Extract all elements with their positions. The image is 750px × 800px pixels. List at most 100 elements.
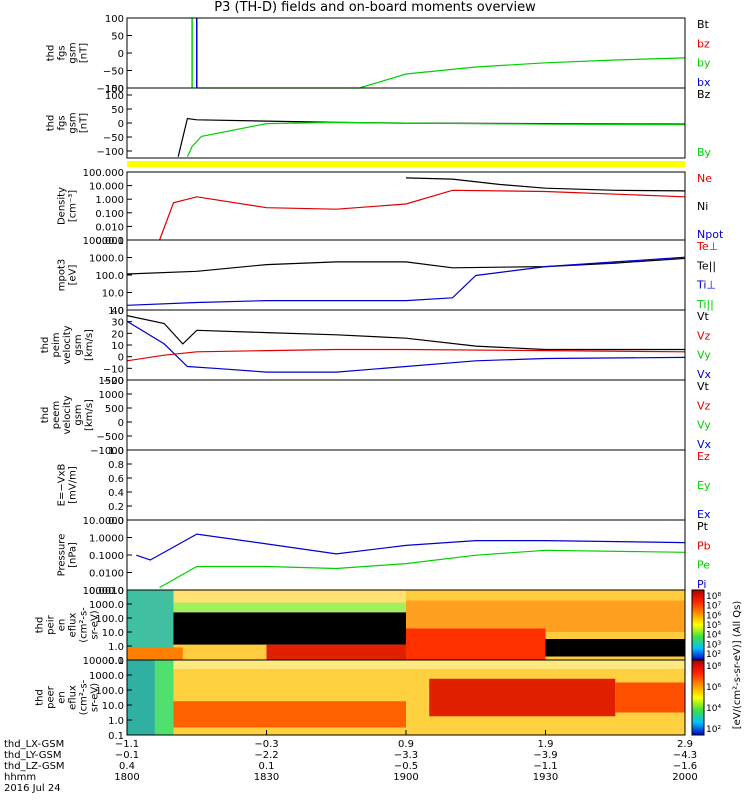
pressure-series-Pe [159,549,686,589]
peir-ylabel-line: (cm²-s- [79,607,90,643]
peem-ylabel-line: [km/s] [84,399,95,431]
efield-legend-Ez: Ez [697,450,710,463]
text-layer: 100500−50−100thdfgsgsm[nT]Btbzbybx100500… [35,14,724,742]
peir-ytick: 1.0 [108,642,124,653]
efield-ytick: 0.8 [108,460,124,471]
fgs2-ytick: 50 [111,105,124,116]
peer-spectrum-block [429,678,616,717]
peem-ytick: 0 [118,418,124,429]
density-ytick: 100.000 [83,168,124,179]
peir-ytick: 1000.0 [89,600,124,611]
pressure-ytick: 0.1000 [89,551,124,562]
fgs-ytick: 0 [118,49,124,60]
peem-ytick: 1000 [99,390,124,401]
peer-ytick: 0.1 [108,731,124,742]
x-tick-value: 0.9 [398,739,414,750]
peir-spectrogram [127,590,685,660]
temp-legend-Te⊥: Te⊥ [696,240,718,253]
peem-ytick: −500 [97,432,124,443]
peir-ylabel-line: sr-eV) [90,610,101,639]
fgs2-ytick: −50 [103,133,124,144]
peir-colorbar-tick: 10⁵ [706,621,721,631]
x-row-label: hhmm [4,772,36,783]
peer-spectrum-block [154,660,174,735]
fgs-legend-by: by [697,57,711,70]
temp-legend-Ti||: Ti|| [696,298,714,311]
peem-ylabel-line: peem [51,401,62,429]
peer-colorbar [691,659,705,736]
x-tick-value: 1930 [533,772,558,783]
peer-ylabel-line: thd [35,689,46,706]
pressure-ytick: 10.0000 [83,516,124,527]
density-ytick: 10.000 [89,182,124,193]
peir-ylabel-line: peir [46,614,57,634]
x-tick-value: 1800 [114,772,139,783]
efield-ylabel-line: [mV/m] [68,466,79,504]
peim-frame [126,309,686,381]
peer-spectrum-block [173,701,406,728]
fgs-frame [126,17,686,89]
pressure-legend-Pt: Pt [697,520,709,533]
peim-series-Vx [126,320,686,373]
quality-flag-bar [127,161,685,167]
efield-ytick: 0.0 [108,516,124,527]
x-tick-value: −3.3 [394,750,418,761]
peim-ytick: −20 [103,376,124,387]
fgs-ylabel-line: fgs [57,45,68,60]
efield-ylabel: E=−VxB[mV/m] [57,464,79,507]
peim-legend-Vz: Vz [697,329,711,342]
efield-legend-Ex: Ex [697,508,711,521]
fgs2-ylabel: thdfgsgsm[nT] [46,112,90,133]
peim-ytick: 0 [118,353,124,364]
x-row-label: 2016 Jul 24 [4,783,61,794]
peir-colorbar-tick: 10⁴ [706,631,721,641]
peir-ytick: 10.0 [102,628,124,639]
x-tick-value: −3.9 [533,750,557,761]
fgs-ylabel-line: gsm [68,42,79,63]
peim-ytick: −10 [103,364,124,375]
peim-ytick: 10 [111,341,124,352]
peer-spectrogram [127,660,685,735]
peem-frame [126,379,686,451]
spectrogram-layer [127,161,685,735]
density-ylabel: Density[cm⁻³] [57,187,79,225]
density-legend-Npot: Npot [697,228,724,241]
pressure-legend-Pi: Pi [697,578,706,591]
fgs2-ytick-top: 150 [105,84,124,95]
peem-ylabel-line: gsm [73,404,84,425]
peer-spectrum-block [173,660,685,669]
peir-colorbar [691,589,705,661]
efield-ylabel-line: E=−VxB [57,464,68,507]
peem-ylabel-line: thd [40,407,51,424]
temp-series-Te|| [126,257,686,275]
peer-ylabel-line: en [57,691,68,704]
temp-legend-Ti⊥: Ti⊥ [696,279,716,292]
fgs2-ytick: 100 [105,91,124,102]
peir-spectrum-block [127,647,183,660]
peim-ytick: 40 [111,306,124,317]
peir-colorbar-tick: 10⁶ [706,611,721,621]
density-ylabel-line: [cm⁻³] [68,190,79,222]
peer-ylabel-line: (cm²-s- [79,679,90,715]
x-tick-value: −4.3 [673,750,697,761]
fgs-ytick: 100 [105,14,124,25]
pressure-ylabel-line: [nPa] [68,542,79,568]
x-tick-value: −1.1 [533,761,557,772]
x-row-label: thd_LX-GSM [4,739,64,750]
peer-colorbar-tick: 10⁸ [706,662,721,672]
peir-ytick: 10000.0 [83,586,124,597]
density-series-Ne [159,189,686,241]
x-tick-value: 2000 [672,772,697,783]
density-series-Ni [405,177,686,192]
x-tick-value: 1830 [254,772,279,783]
x-tick-value: −0.1 [115,750,139,761]
peir-spectrum-block [173,590,406,603]
x-tick-value: 2.9 [677,739,693,750]
peim-legend-Vx: Vx [697,368,712,381]
peim-series-Vt [126,315,685,351]
peir-ylabel-line: thd [35,617,46,634]
chart-title: P3 (TH-D) fields and on-board moments ov… [214,0,536,15]
peir-colorbar-tick: 10² [706,650,721,660]
fgs-ytick: −100 [97,84,124,95]
